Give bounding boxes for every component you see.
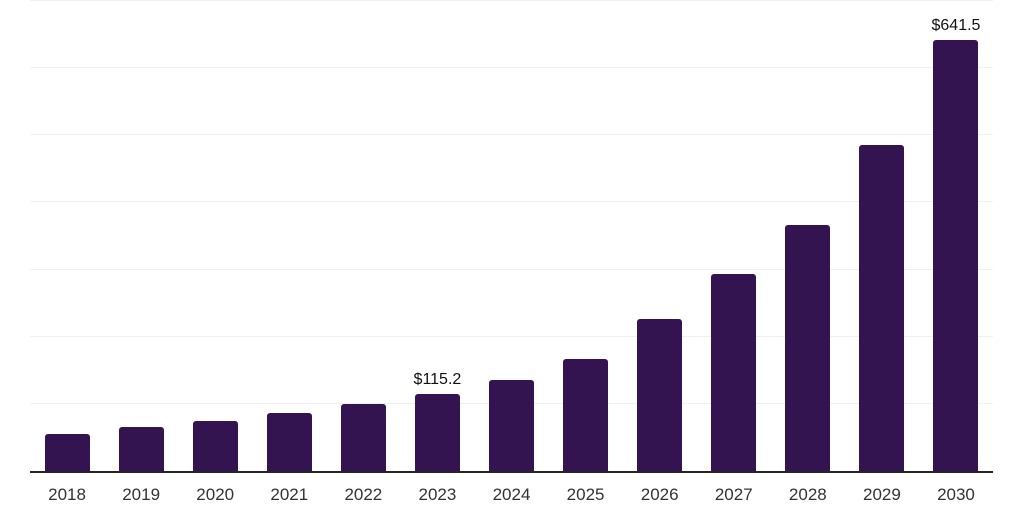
bar-slot-2029	[845, 1, 919, 471]
x-tick-label: 2020	[196, 485, 235, 504]
x-tick-label: 2029	[862, 485, 901, 504]
x-tick-label: 2024	[492, 485, 531, 504]
x-tick-label: 2025	[566, 485, 605, 504]
bar-value-label: $115.2	[413, 370, 462, 388]
bar-2030[interactable]	[933, 40, 979, 471]
x-axis-labels: 2018 2019 2020 2021 2022 2023 2024 2025 2026 2027…	[30, 485, 993, 505]
bar-2029[interactable]	[859, 144, 905, 471]
bar-slot-2028	[771, 1, 845, 471]
bar-slot-2021	[252, 1, 326, 471]
bar-slot-2026	[623, 1, 697, 471]
bar-2018[interactable]	[44, 434, 90, 471]
x-tick-label: 2018	[48, 485, 86, 504]
bar-slot-2023: $115.2	[400, 1, 474, 471]
bar-slot-2024	[474, 1, 548, 471]
x-tick-label: 2022	[344, 485, 383, 504]
gridline	[30, 0, 993, 1]
gridline	[30, 134, 993, 136]
x-tick-label: 2027	[714, 485, 753, 504]
bar-value-label: $641.5	[931, 17, 981, 35]
x-tick-label: 2030	[937, 485, 975, 504]
bar-2019[interactable]	[118, 426, 164, 471]
bar-2023[interactable]	[414, 393, 460, 471]
bar-slot-2018	[30, 1, 104, 471]
bar-slot-2030: $641.5	[919, 1, 993, 471]
x-tick-label: 2026	[640, 485, 679, 504]
x-tick-label: 2028	[788, 485, 827, 504]
gridline	[30, 67, 993, 69]
gridline	[30, 335, 993, 337]
bar-slot-2020	[178, 1, 252, 471]
bar-2027[interactable]	[711, 274, 757, 471]
bar-2025[interactable]	[563, 359, 609, 471]
x-tick-label: 2023	[418, 485, 457, 504]
bar-slot-2019	[104, 1, 178, 471]
gridline	[30, 201, 993, 203]
bar-slot-2027	[697, 1, 771, 471]
bar-2026[interactable]	[637, 319, 683, 471]
bar-2021[interactable]	[266, 412, 312, 471]
gridline	[30, 268, 993, 270]
bar-slot-2025	[549, 1, 623, 471]
bar-chart: $115.2 $641.5 2018 2019 2020 2021 2022 2023 202…	[30, 0, 993, 505]
bar-2020[interactable]	[192, 420, 238, 471]
bar-2024[interactable]	[489, 379, 534, 471]
x-tick-label: 2021	[270, 485, 309, 504]
bar-2022[interactable]	[340, 403, 386, 471]
bar-slot-2022	[326, 1, 400, 471]
bar-2028[interactable]	[785, 225, 831, 471]
plot-area: $115.2 $641.5	[30, 0, 993, 473]
x-tick-label: 2019	[122, 485, 161, 504]
